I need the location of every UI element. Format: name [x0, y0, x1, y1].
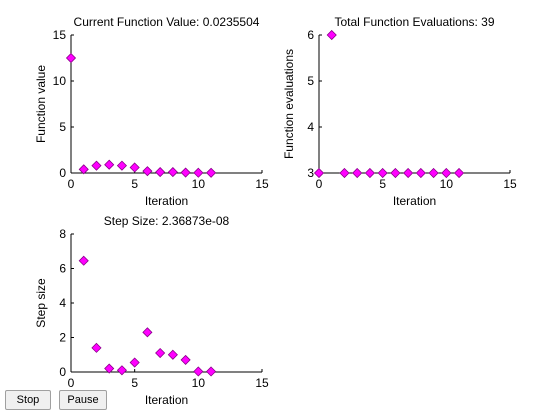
- x-axis-label: Iteration: [145, 194, 188, 208]
- data-point: [65, 52, 77, 64]
- y-axis-label: Step size: [34, 278, 48, 328]
- x-tick-label: 0: [68, 177, 75, 191]
- chart-title: Current Function Value: 0.0235504: [74, 15, 260, 29]
- y-axis-label: Function evaluations: [282, 49, 296, 159]
- data-point: [352, 167, 363, 179]
- chart-title: Total Function Evaluations: 39: [334, 15, 494, 29]
- y-tick-label: 4: [307, 120, 314, 134]
- data-point: [339, 167, 350, 179]
- data-point: [428, 167, 439, 179]
- x-tick-label: 5: [131, 376, 138, 390]
- y-tick-label: 8: [59, 227, 66, 241]
- data-point: [180, 354, 191, 365]
- y-axis-label: Function value: [34, 65, 48, 143]
- data-point: [155, 167, 166, 178]
- y-tick-label: 15: [53, 28, 67, 42]
- y-tick-label: 5: [59, 120, 66, 134]
- data-point: [116, 160, 127, 171]
- chart-function-value: Current Function Value: 0.0235504 0 5 10 15 0…: [34, 15, 269, 208]
- x-tick-label: 0: [68, 376, 75, 390]
- data-point: [104, 159, 115, 170]
- data-point: [116, 365, 127, 376]
- x-tick-label: 0: [316, 177, 323, 191]
- x-tick-label: 10: [192, 376, 206, 390]
- x-tick-label: 15: [255, 177, 269, 191]
- y-tick-label: 6: [59, 262, 66, 276]
- data-point: [167, 167, 178, 178]
- stop-button[interactable]: Stop: [5, 390, 51, 410]
- data-point: [403, 167, 414, 179]
- x-axis-label: Iteration: [393, 194, 436, 208]
- data-point: [104, 363, 115, 374]
- x-tick-label: 5: [379, 177, 386, 191]
- data-point: [193, 366, 204, 377]
- data-point: [78, 164, 89, 175]
- x-tick-label: 5: [131, 177, 138, 191]
- data-point: [78, 255, 89, 266]
- data-point: [364, 167, 375, 179]
- pause-button[interactable]: Pause: [59, 390, 107, 410]
- data-point: [441, 167, 452, 179]
- data-point: [142, 327, 153, 338]
- data-point: [193, 167, 204, 178]
- data-point: [91, 342, 102, 353]
- y-tick-label: 2: [59, 331, 66, 345]
- y-tick-label: 10: [53, 74, 67, 88]
- data-point: [415, 167, 426, 179]
- y-tick-label: 5: [307, 74, 314, 88]
- x-axis-label: Iteration: [145, 393, 188, 407]
- y-tick-label: 4: [59, 296, 66, 310]
- chart-step-size: Step Size: 2.36873e-08 0 5 10 15 0 2 4 6 8 Iterati…: [34, 214, 269, 407]
- y-tick-label: 6: [307, 28, 314, 42]
- chart-function-evaluations: Total Function Evaluations: 39 0 5 10 15 3 4 5 6…: [282, 15, 517, 208]
- data-point: [206, 167, 217, 178]
- data-point: [454, 167, 465, 179]
- y-tick-label: 0: [59, 365, 66, 379]
- data-point: [326, 29, 337, 41]
- y-tick-label: 0: [59, 166, 66, 180]
- x-tick-label: 15: [255, 376, 269, 390]
- data-point: [206, 366, 217, 377]
- data-point: [313, 167, 325, 179]
- data-point: [129, 162, 140, 173]
- data-point: [142, 166, 153, 177]
- data-point: [180, 167, 191, 178]
- data-point: [390, 167, 401, 179]
- data-point: [91, 160, 102, 171]
- data-point: [167, 349, 178, 360]
- x-tick-label: 15: [503, 177, 517, 191]
- data-point: [129, 357, 140, 368]
- y-tick-label: 3: [307, 166, 314, 180]
- chart-title: Step Size: 2.36873e-08: [104, 214, 230, 228]
- data-point: [155, 347, 166, 359]
- x-tick-label: 10: [192, 177, 206, 191]
- data-point: [377, 167, 388, 179]
- x-tick-label: 10: [440, 177, 454, 191]
